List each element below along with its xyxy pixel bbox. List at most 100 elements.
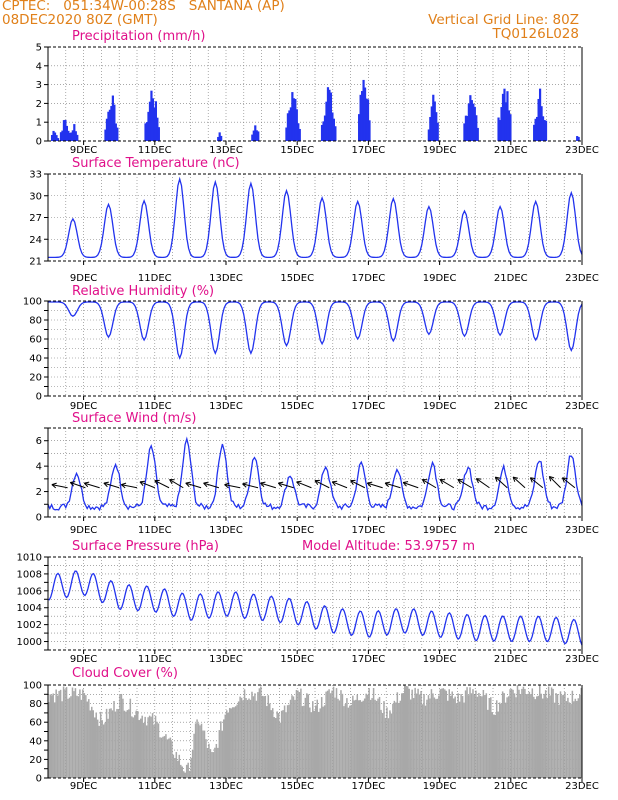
wind-arrow [439, 479, 455, 489]
cloud-bar [375, 700, 378, 778]
cloud-bar [300, 688, 302, 778]
y-tick-label: 40 [29, 736, 42, 747]
precip-bar [543, 120, 546, 141]
cloud-bar [50, 695, 53, 778]
precip-bar [358, 114, 361, 141]
cloud-bar [386, 707, 388, 778]
x-tick-label: 9DEC [70, 401, 97, 412]
cloud-bar [322, 706, 324, 778]
x-tick-label: 19DEC [423, 654, 457, 665]
cloud-bar [426, 699, 428, 778]
cloud-bar [363, 698, 366, 778]
cloud-bar [352, 695, 354, 778]
wind-arrow [384, 482, 401, 489]
y-tick-label: 100 [23, 681, 42, 692]
cloud-bar [142, 722, 145, 778]
wind-arrow-head [495, 476, 501, 479]
cloud-bar [568, 702, 571, 778]
cloud-bar [150, 716, 152, 778]
cloud-bar [76, 695, 78, 778]
cloud-bar [206, 748, 209, 778]
cloud-bar [279, 722, 281, 778]
cloud-bar [163, 736, 166, 778]
precip-bar [497, 117, 500, 141]
pres-panel-title: Surface Pressure (hPa) [72, 539, 219, 554]
cloud-bar [479, 695, 482, 778]
cloud-bar [53, 702, 56, 778]
precip-bar [326, 87, 330, 141]
x-tick-label: 17DEC [352, 525, 386, 536]
cloud-bar [366, 694, 369, 778]
cloud-panel-title: Cloud Cover (%) [72, 666, 178, 681]
cloud-bar [500, 703, 502, 778]
precip-bar [74, 131, 77, 141]
precip-bar [298, 128, 301, 141]
cloud-bar [524, 688, 526, 778]
cloud-bar [455, 703, 458, 778]
wind-arrow-head [83, 482, 89, 488]
cloud-bar [48, 702, 50, 778]
cloud-bar [236, 704, 238, 778]
cloud-bar [227, 712, 229, 778]
cloud-bar [415, 693, 418, 778]
cloud-bar [340, 690, 342, 778]
cloud-bar [547, 686, 550, 778]
cloud-bar [346, 698, 348, 778]
cloud-bar [491, 712, 494, 778]
precip-bar [292, 98, 295, 141]
cloud-bar [138, 720, 140, 778]
cloud-bar [260, 686, 262, 778]
cloud-bar [209, 749, 212, 778]
x-tick-label: 17DEC [352, 781, 386, 792]
cloud-bar [433, 697, 436, 778]
cloud-bar [518, 689, 520, 778]
cloud-bar [531, 688, 534, 778]
cloud-bar [359, 700, 361, 778]
cloud-bar [254, 693, 256, 778]
cloud-bar [555, 693, 557, 778]
cloud-bar [129, 698, 132, 778]
precip-bar [427, 129, 430, 141]
cloud-bar [384, 717, 387, 778]
cloud-bar [68, 697, 71, 778]
wind-arrow-head [120, 484, 126, 489]
precip-bar [429, 116, 432, 141]
cloud-bar [328, 689, 330, 778]
wind-arrow [224, 484, 241, 489]
cloud-bar [441, 688, 443, 778]
cloud-bar [185, 764, 188, 778]
x-tick-label: 21DEC [494, 654, 528, 665]
cloud-bar [579, 694, 581, 778]
precip-bar [218, 132, 221, 141]
y-tick-label: 0 [36, 774, 42, 785]
wind-arrow-head [367, 481, 373, 484]
cloud-bar [298, 692, 301, 778]
cloud-bar [276, 711, 278, 778]
x-tick-label: 15DEC [280, 145, 314, 156]
cloud-bar [552, 688, 554, 778]
cloud-bar [358, 700, 360, 778]
wind-arrow-head [260, 482, 265, 488]
cloud-bar [132, 717, 135, 778]
wind-arrow-head [51, 484, 57, 489]
cloud-bar [180, 764, 182, 778]
cloud-bar [432, 693, 434, 778]
x-tick-label: 23DEC [565, 654, 599, 665]
x-tick-label: 17DEC [352, 145, 386, 156]
wind-arrow [422, 479, 437, 489]
cloud-bar [470, 693, 473, 778]
cloud-bar [264, 695, 267, 778]
cloud-bar [252, 696, 255, 778]
cloud-bar [401, 693, 403, 778]
cloud-bar [117, 709, 120, 778]
wind-arrow-head [314, 480, 319, 485]
precip-bar [576, 136, 579, 141]
cloud-bar [395, 702, 397, 778]
precip-bar [436, 122, 439, 141]
x-tick-label: 19DEC [423, 525, 457, 536]
wind-arrow-head [224, 482, 230, 486]
cloud-bar [89, 710, 92, 778]
cloud-bar [156, 721, 158, 778]
cloud-bar [316, 699, 318, 778]
precip-bar [368, 120, 371, 141]
